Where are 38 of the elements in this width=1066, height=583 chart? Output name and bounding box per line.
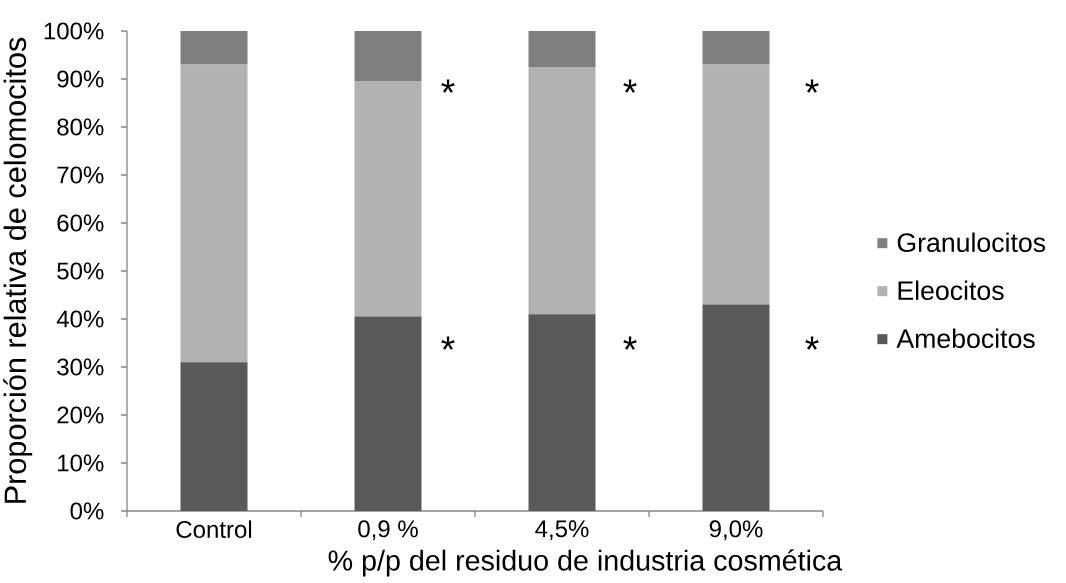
bar	[528, 67, 596, 315]
y-tick-label: 80%	[57, 118, 104, 136]
y-tick-label: 0%	[70, 502, 104, 520]
y-tick-label: 70%	[57, 166, 104, 184]
x-tick-label: Control	[176, 520, 252, 538]
x-tick-label: 0,9 %	[358, 520, 418, 541]
annotation: *	[805, 79, 819, 93]
annotation: *	[441, 79, 455, 93]
y-axis-title: Proporción relativa de celomocitos	[3, 37, 33, 503]
legend-label: Eleocitos	[898, 280, 1004, 301]
bar	[180, 64, 248, 363]
bar	[528, 314, 596, 511]
y-tick-label: 30%	[57, 358, 104, 376]
x-axis-title: % p/p del residuo de industria cosmética	[328, 549, 843, 577]
legend-label: Amebocitos	[896, 328, 1035, 349]
bar	[702, 304, 770, 511]
bar	[180, 362, 248, 511]
y-tick-label: 90%	[57, 70, 104, 88]
x-tick-label: 4,5%	[535, 520, 589, 541]
bar	[180, 31, 248, 65]
bar	[354, 81, 422, 317]
y-tick-label: 50%	[57, 262, 104, 280]
x-tick-label: 9,0%	[709, 520, 763, 541]
legend-label: Granulocitos	[897, 232, 1046, 253]
bar	[702, 64, 770, 305]
bar	[354, 316, 422, 511]
y-tick-label: 100%	[44, 22, 104, 40]
annotation: *	[623, 79, 637, 93]
annotation: *	[623, 336, 637, 350]
y-tick-label: 20%	[57, 406, 104, 424]
bar	[528, 31, 596, 67]
y-tick-label: 40%	[56, 310, 104, 328]
bar	[354, 31, 422, 82]
annotation: *	[441, 336, 455, 350]
annotation: *	[805, 336, 819, 350]
bar	[702, 31, 770, 65]
y-tick-label: 60%	[57, 214, 104, 232]
y-tick-label: 10%	[58, 454, 104, 472]
